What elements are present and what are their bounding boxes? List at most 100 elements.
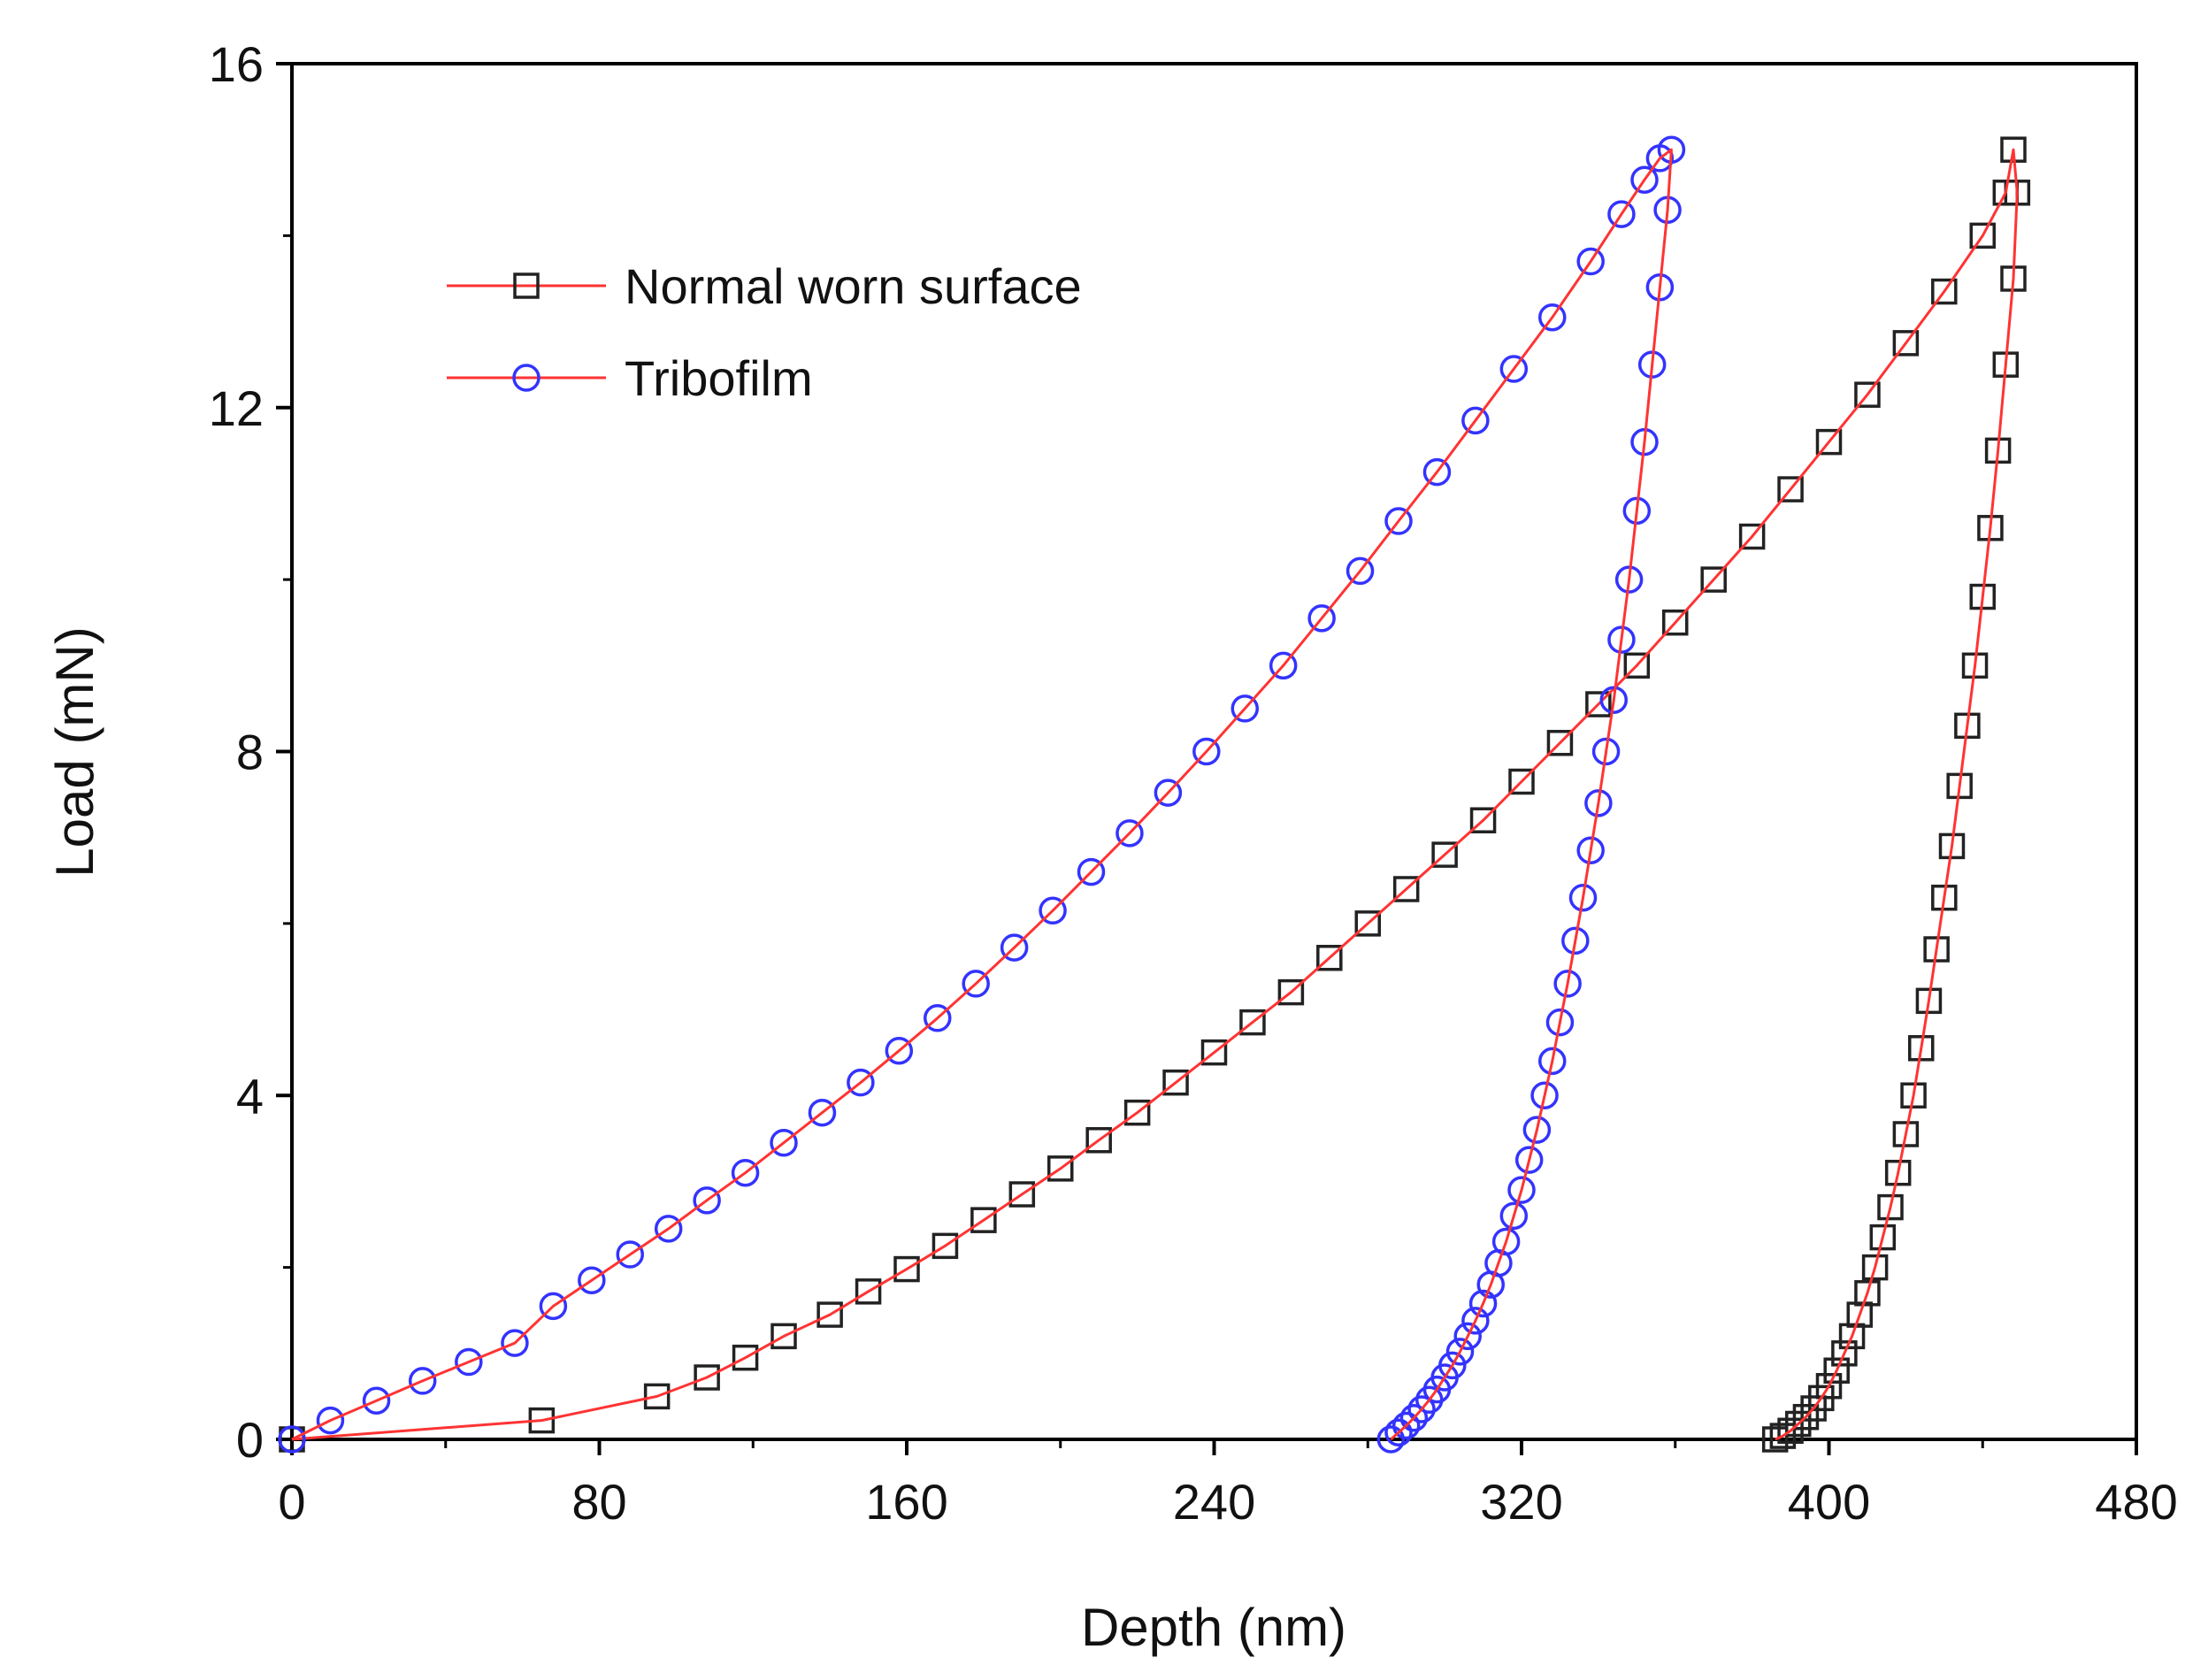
data-point bbox=[1591, 737, 1621, 766]
data-point bbox=[1831, 1340, 1858, 1367]
data-point bbox=[1407, 1395, 1436, 1423]
data-point bbox=[1538, 303, 1567, 332]
data-point bbox=[1908, 1035, 1935, 1062]
data-point bbox=[962, 970, 990, 998]
data-point bbox=[408, 1367, 437, 1395]
data-point bbox=[1700, 566, 1727, 593]
data-point bbox=[1969, 222, 1996, 249]
data-point bbox=[1399, 1403, 1429, 1432]
data-point bbox=[654, 1215, 683, 1243]
data-point bbox=[1553, 970, 1582, 998]
data-point bbox=[1269, 651, 1298, 680]
legend-marker bbox=[513, 272, 540, 299]
data-point bbox=[1561, 926, 1590, 955]
axis-ticks: 0 80 160 240 320 400 480 0 4 8 12 16 bbox=[209, 36, 2178, 1530]
data-point bbox=[1384, 507, 1413, 535]
plot-frame bbox=[290, 62, 2138, 1441]
x-tick-label: 240 bbox=[1173, 1474, 1255, 1530]
data-point bbox=[643, 1383, 671, 1410]
y-tick-label: 16 bbox=[209, 36, 264, 92]
data-point bbox=[1800, 1395, 1827, 1422]
data-point bbox=[1085, 1127, 1112, 1154]
data-point bbox=[1499, 1201, 1529, 1231]
data-point bbox=[1607, 625, 1636, 654]
data-point bbox=[1376, 1425, 1406, 1454]
data-point bbox=[1354, 910, 1381, 937]
data-point bbox=[694, 1364, 720, 1391]
data-point bbox=[455, 1347, 483, 1377]
data-point bbox=[1461, 406, 1490, 435]
data-point bbox=[1307, 604, 1336, 633]
data-point bbox=[1445, 1338, 1475, 1366]
data-point bbox=[1838, 1323, 1866, 1350]
data-point bbox=[1823, 1357, 1850, 1384]
data-point bbox=[1545, 1008, 1575, 1037]
data-point bbox=[1384, 1418, 1413, 1446]
data-point bbox=[1538, 1047, 1567, 1076]
x-tick-label: 0 bbox=[278, 1474, 305, 1530]
data-point bbox=[362, 1386, 391, 1415]
data-point bbox=[1162, 1069, 1189, 1096]
data-point bbox=[1461, 1307, 1490, 1335]
data-point bbox=[578, 1266, 606, 1294]
data-point bbox=[1614, 565, 1644, 594]
data-point bbox=[1585, 691, 1612, 717]
data-point bbox=[278, 1425, 306, 1454]
data-point bbox=[1507, 1176, 1536, 1204]
data-point bbox=[1877, 1193, 1904, 1221]
series-layer bbox=[278, 135, 2031, 1454]
data-point bbox=[1469, 807, 1497, 833]
data-point bbox=[1431, 841, 1458, 868]
y-tick-label: 0 bbox=[236, 1412, 264, 1468]
data-point bbox=[1761, 1426, 1789, 1453]
data-point bbox=[924, 1004, 952, 1032]
data-point bbox=[1599, 686, 1628, 714]
data-point bbox=[1931, 884, 1958, 911]
data-point bbox=[316, 1406, 345, 1435]
series-tribofilm bbox=[278, 135, 1686, 1454]
data-point bbox=[1954, 712, 1981, 740]
data-point bbox=[1777, 1417, 1804, 1445]
data-point bbox=[1514, 1146, 1544, 1174]
data-point bbox=[1662, 609, 1689, 636]
data-point bbox=[1422, 457, 1452, 487]
data-point bbox=[1607, 200, 1636, 228]
data-point bbox=[732, 1344, 759, 1371]
data-point bbox=[885, 1036, 914, 1065]
data-point bbox=[1792, 1403, 1820, 1431]
series-line bbox=[291, 148, 1673, 1441]
legend-label: Normal worn surface bbox=[625, 258, 1082, 314]
data-point bbox=[1738, 523, 1766, 550]
data-point bbox=[1000, 933, 1029, 962]
y-tick-label: 4 bbox=[236, 1068, 264, 1124]
legend-item: Normal worn surface bbox=[447, 258, 1082, 314]
legend: Normal worn surface Tribofilm bbox=[447, 258, 1082, 406]
x-axis-title: Depth (nm) bbox=[1081, 1598, 1346, 1657]
data-point bbox=[847, 1068, 875, 1097]
data-point bbox=[1154, 779, 1183, 807]
data-point bbox=[1192, 737, 1221, 766]
data-point bbox=[1815, 428, 1843, 456]
data-point bbox=[932, 1232, 959, 1260]
data-point bbox=[1047, 1155, 1074, 1182]
data-point bbox=[1415, 1385, 1444, 1415]
data-point bbox=[1938, 832, 1966, 860]
data-point bbox=[539, 1292, 568, 1321]
legend-label: Tribofilm bbox=[625, 350, 813, 406]
data-point bbox=[616, 1240, 644, 1269]
data-point bbox=[970, 1207, 997, 1233]
data-point bbox=[1869, 1224, 1897, 1251]
data-point bbox=[1316, 945, 1343, 971]
data-point bbox=[1769, 1423, 1797, 1449]
data-point bbox=[1277, 978, 1305, 1006]
data-point bbox=[1884, 1159, 1912, 1186]
data-point bbox=[1008, 1181, 1036, 1208]
data-point bbox=[1508, 768, 1535, 795]
data-point bbox=[731, 1158, 760, 1187]
data-point bbox=[808, 1098, 837, 1127]
data-point bbox=[1568, 883, 1598, 912]
data-point bbox=[1861, 1254, 1889, 1281]
data-point bbox=[1123, 1099, 1151, 1126]
data-point bbox=[1039, 896, 1067, 925]
data-point bbox=[1530, 1081, 1559, 1109]
